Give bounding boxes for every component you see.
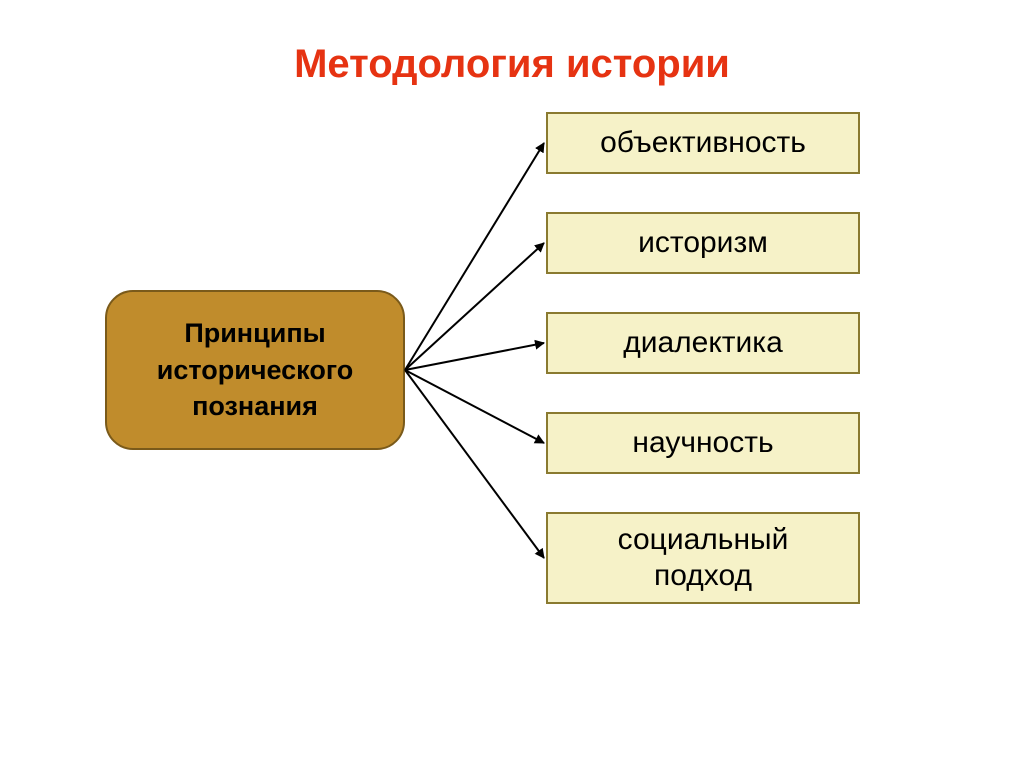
diagram-title: Методология истории — [294, 42, 730, 87]
source-label: Принципы исторического познания — [107, 315, 403, 424]
target-node-3: научность — [546, 412, 860, 474]
target-node-4: социальный подход — [546, 512, 860, 604]
target-node-2: диалектика — [546, 312, 860, 374]
target-label-3: научность — [632, 425, 773, 461]
target-label-1: историзм — [638, 225, 768, 261]
source-node: Принципы исторического познания — [105, 290, 405, 450]
target-label-0: объективность — [600, 125, 806, 161]
target-label-4: социальный подход — [568, 522, 838, 594]
target-node-0: объективность — [546, 112, 860, 174]
target-label-2: диалектика — [623, 325, 783, 361]
target-node-1: историзм — [546, 212, 860, 274]
